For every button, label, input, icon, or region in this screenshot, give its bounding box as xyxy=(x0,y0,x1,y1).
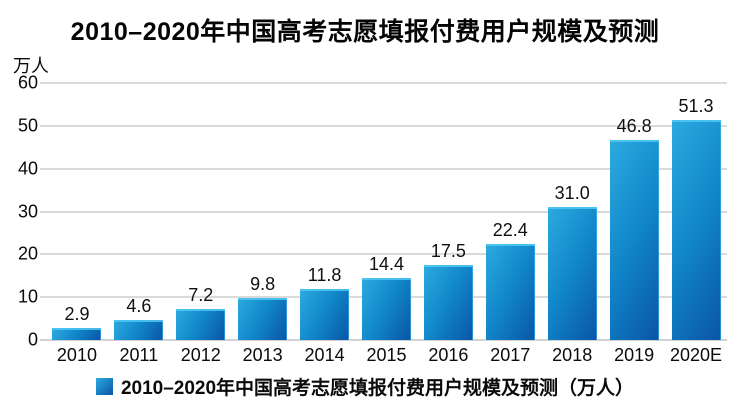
gridline-y50 xyxy=(40,124,727,127)
bar-value-label: 22.4 xyxy=(492,220,528,241)
bar-2016 xyxy=(423,265,473,340)
bar-value-label: 51.3 xyxy=(678,96,714,117)
y-axis-tick-label: 30 xyxy=(17,201,38,221)
bar-2015 xyxy=(361,278,411,340)
x-axis-tick-label-2012: 2012 xyxy=(180,345,221,365)
x-axis-tick-label-2018: 2018 xyxy=(552,345,593,365)
bar-columns: 2.9 4.6 7.2 9.8 11.8 14.4 17.5 22.4 31.0 46.8 51.3 xyxy=(46,83,727,340)
bar-value-label: 46.8 xyxy=(616,115,652,136)
x-axis: 2010 2011 2012 2013 2014 2015 2016 2017 2018 2019… xyxy=(46,345,727,366)
x-axis-tick-label-2017: 2017 xyxy=(490,345,531,365)
gridline-y30 xyxy=(40,210,727,213)
bar-value-label: 31.0 xyxy=(554,183,590,204)
y-axis-tick-label: 10 xyxy=(17,286,38,307)
bar-value-label: 4.6 xyxy=(126,296,152,317)
bar-2017 xyxy=(485,244,535,340)
bar-column-2012: 7.2 xyxy=(170,83,232,340)
bar-2018 xyxy=(547,207,597,340)
bar-2019 xyxy=(609,139,659,340)
bar-column-2019: 46.8 xyxy=(603,83,665,340)
bar-column-2018: 31.0 xyxy=(541,83,603,340)
x-axis-tick-label-2015: 2015 xyxy=(366,345,407,365)
bar-value-label: 11.8 xyxy=(307,265,342,286)
bar-2013 xyxy=(238,298,288,340)
bar-value-label: 7.2 xyxy=(188,285,214,306)
bar-value-label: 2.9 xyxy=(64,303,90,324)
x-axis-tick-label-2019: 2019 xyxy=(614,345,655,365)
y-axis-tick-label: 0 xyxy=(27,329,38,350)
x-axis-tick-label-2020E: 2020E xyxy=(669,345,723,365)
x-axis-tick-label-2013: 2013 xyxy=(242,345,283,365)
bar-column-2010: 2.9 xyxy=(46,83,108,340)
bar-column-2016: 17.5 xyxy=(417,83,479,340)
bar-value-label: 17.5 xyxy=(430,241,466,262)
legend: 2010–2020年中国高考志愿填报付费用户规模及预测（万人） xyxy=(0,373,730,400)
x-axis-tick-label-2010: 2010 xyxy=(56,345,97,365)
bar-column-2017: 22.4 xyxy=(479,83,541,340)
y-axis-tick-label: 40 xyxy=(17,158,38,179)
bar-2010 xyxy=(52,327,102,340)
bar-value-label: 9.8 xyxy=(250,274,276,295)
bar-column-2013: 9.8 xyxy=(232,83,294,340)
bar-column-2015: 14.4 xyxy=(356,83,418,340)
legend-label: 2010–2020年中国高考志愿填报付费用户规模及预测（万人） xyxy=(120,378,635,399)
legend-swatch-icon xyxy=(95,378,113,395)
bar-2011 xyxy=(114,320,164,340)
gridline-y20 xyxy=(40,253,727,256)
gridline-y60 xyxy=(40,82,727,84)
x-axis-tick-label-2016: 2016 xyxy=(428,345,469,365)
bar-column-2011: 4.6 xyxy=(108,83,170,340)
plot-area: 2.9 4.6 7.2 9.8 11.8 14.4 17.5 22.4 31.0 46.8 51.3 xyxy=(40,82,727,341)
bar-column-2014: 11.8 xyxy=(294,83,356,340)
bar-2014 xyxy=(300,289,350,340)
y-axis-tick-label: 60 xyxy=(17,72,38,93)
bar-column-2020E: 51.3 xyxy=(665,83,727,340)
x-axis-tick-label-2014: 2014 xyxy=(304,345,345,365)
bar-2020E xyxy=(671,120,721,340)
x-axis-tick-label-2011: 2011 xyxy=(119,345,159,365)
bar-value-label: 14.4 xyxy=(368,254,404,275)
y-axis-tick-label: 50 xyxy=(17,115,38,136)
chart-title: 2010–2020年中国高考志愿填报付费用户规模及预测 xyxy=(70,18,660,46)
gridline-y40 xyxy=(40,167,727,170)
y-axis-tick-label: 20 xyxy=(17,243,38,264)
gridline-y0 xyxy=(40,339,727,341)
bar-2012 xyxy=(176,309,226,340)
y-axis-unit-label: 万人 xyxy=(13,56,49,76)
